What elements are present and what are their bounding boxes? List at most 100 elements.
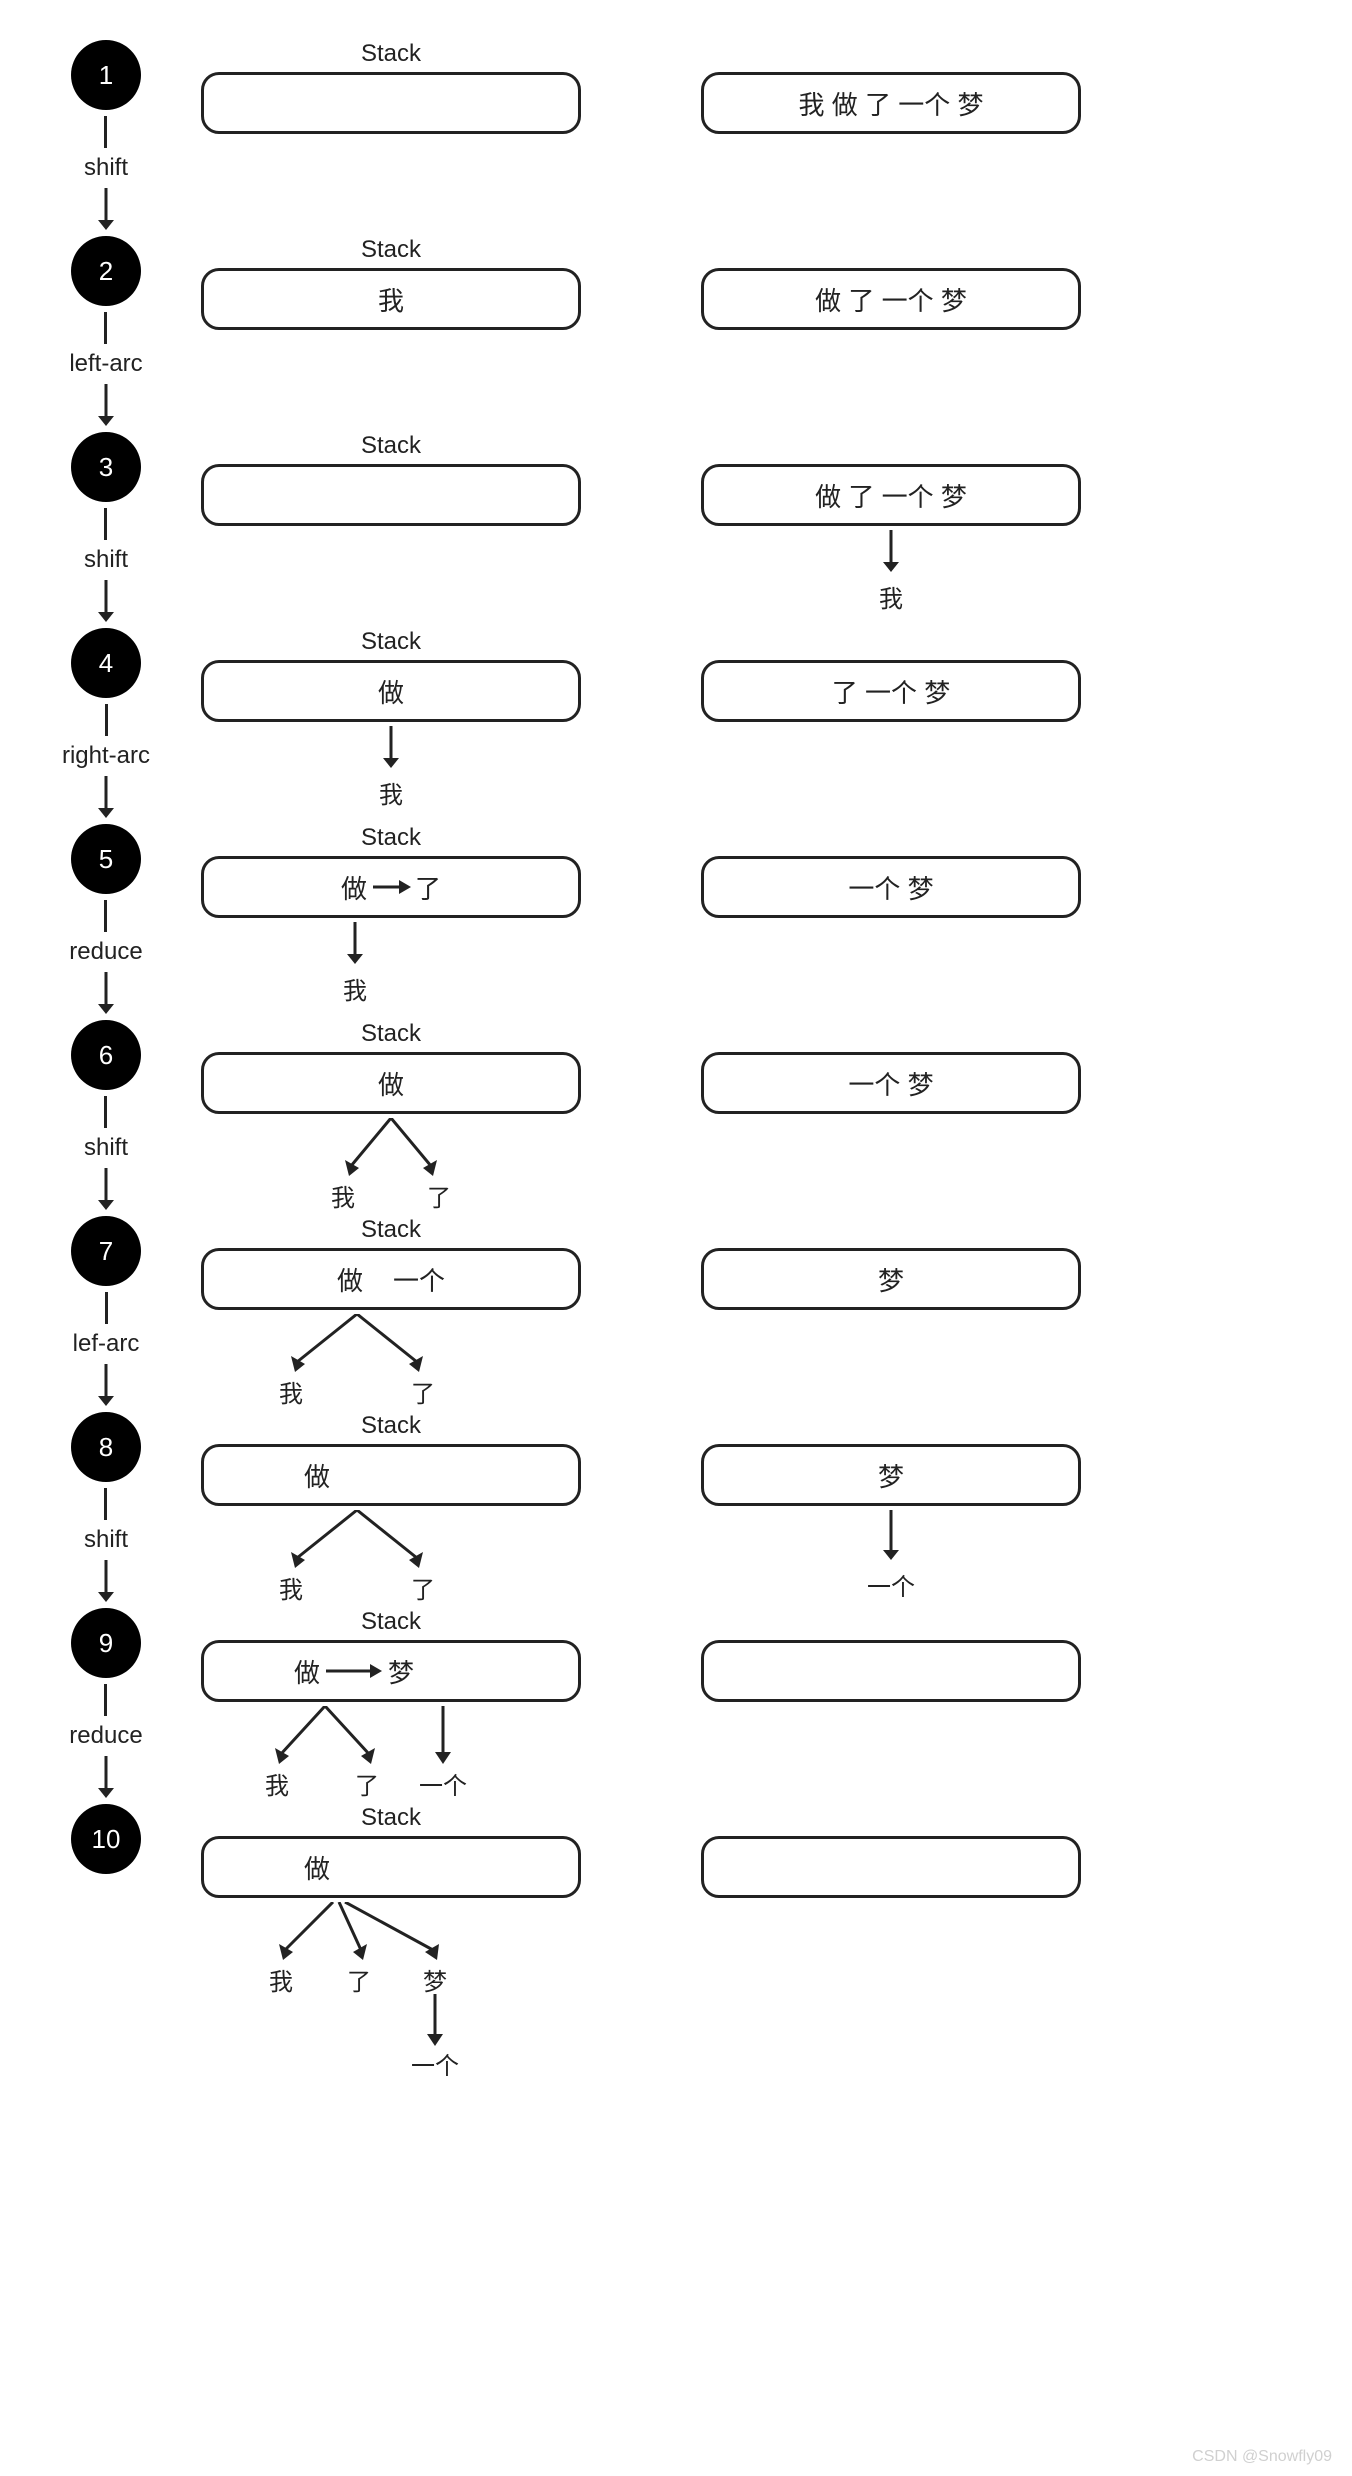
arrow-down-icon	[343, 922, 367, 964]
buffer-text-7: 梦	[878, 1261, 904, 1298]
buffer-box-5: 一个 梦	[701, 856, 1081, 918]
buffer-box-4: 了 一个 梦	[701, 660, 1081, 722]
tree-node-le: 了	[355, 1766, 379, 1801]
chevron-down-icon	[94, 384, 118, 426]
step-circle-6: 6	[71, 1020, 141, 1090]
stack-heading-8: Stack	[361, 1412, 421, 1440]
step-circle-2: 2	[71, 236, 141, 306]
action-label-8: shift	[84, 1526, 128, 1554]
step-row-3: 3 shift Stack 做 了 一个 梦 我	[31, 432, 1321, 628]
step-row-4: 4 right-arc Stack 做 我 了 一个 梦	[31, 628, 1321, 824]
step-circle-5: 5	[71, 824, 141, 894]
stack-box-9: 做 梦	[201, 1640, 581, 1702]
chevron-down-icon	[94, 972, 118, 1014]
stack-heading-3: Stack	[361, 432, 421, 460]
action-label-3: shift	[84, 546, 128, 574]
chevron-down-icon	[94, 776, 118, 818]
buffer-text-5: 一个 梦	[848, 869, 933, 906]
tree-node-wo: 我	[279, 1374, 303, 1409]
tree-arrows-icon	[243, 1902, 523, 1962]
buffer-box-10	[701, 1836, 1081, 1898]
stack-tree-5: 我	[343, 922, 367, 1006]
tree-node-wo: 我	[343, 971, 367, 1006]
tree-node-meng: 梦	[423, 1962, 447, 1997]
parsing-diagram: 1 shift Stack 我 做 了 一个 梦 2 left-arc Sta	[31, 40, 1321, 2078]
arrow-down-icon	[879, 530, 903, 572]
stack-text-10: 做	[304, 1849, 330, 1886]
step-circle-8: 8	[71, 1412, 141, 1482]
tree-node-le: 了	[411, 1374, 435, 1409]
step-connector-5: reduce	[69, 900, 142, 1014]
stack-text-8: 做	[304, 1457, 330, 1494]
step-connector-3: shift	[84, 508, 128, 622]
tree-node-yige: 一个	[419, 1766, 467, 1801]
buffer-text-6: 一个 梦	[848, 1065, 933, 1102]
stack-node-zuo: 做	[337, 1261, 363, 1298]
step-circle-10: 10	[71, 1804, 141, 1874]
step-row-6: 6 shift Stack 做 我 了 一个 梦	[31, 1020, 1321, 1216]
step-connector-6: shift	[84, 1096, 128, 1210]
chevron-down-icon	[94, 1168, 118, 1210]
stack-text-2: 我	[378, 281, 404, 318]
step-row-5: 5 reduce Stack 做 了 我	[31, 824, 1321, 1020]
step-row-8: 8 shift Stack 做 我 了 梦	[31, 1412, 1321, 1608]
action-label-7: lef-arc	[73, 1330, 140, 1358]
stack-node-zuo: 做	[341, 869, 367, 906]
buffer-box-7: 梦	[701, 1248, 1081, 1310]
stack-tree-6: 我 了	[301, 1118, 481, 1213]
watermark-text: CSDN @Snowfly09	[1192, 2448, 1332, 2466]
stack-node-le: 了	[415, 869, 441, 906]
tree-arrows-icon	[247, 1510, 467, 1570]
action-label-1: shift	[84, 154, 128, 182]
step-circle-4: 4	[71, 628, 141, 698]
tree-node-le: 了	[411, 1570, 435, 1605]
step-connector-8: shift	[84, 1488, 128, 1602]
chevron-down-icon	[94, 188, 118, 230]
action-label-9: reduce	[69, 1722, 142, 1750]
step-circle-3: 3	[71, 432, 141, 502]
buffer-text-4: 了 一个 梦	[832, 673, 950, 710]
chevron-down-icon	[94, 580, 118, 622]
chevron-down-icon	[94, 1756, 118, 1798]
tree-node-wo: 我	[269, 1962, 293, 1997]
action-label-6: shift	[84, 1134, 128, 1162]
buffer-box-3: 做 了 一个 梦	[701, 464, 1081, 526]
tree-arrows-icon	[247, 1314, 467, 1374]
stack-heading-4: Stack	[361, 628, 421, 656]
stack-tree-7: 我 了	[247, 1314, 467, 1409]
step-connector-7: lef-arc	[73, 1292, 140, 1406]
arrow-down-icon	[379, 726, 403, 768]
buffer-box-9	[701, 1640, 1081, 1702]
action-label-5: reduce	[69, 938, 142, 966]
tree-node-wo: 我	[879, 579, 903, 614]
stack-box-8: 做	[201, 1444, 581, 1506]
stack-text-6: 做	[378, 1065, 404, 1102]
step-circle-7: 7	[71, 1216, 141, 1286]
arrow-right-icon	[324, 1661, 384, 1681]
tree-arrows-icon	[243, 1706, 523, 1766]
stack-box-1	[201, 72, 581, 134]
stack-heading-9: Stack	[361, 1608, 421, 1636]
stack-node-zuo: 做	[294, 1653, 320, 1690]
action-label-4: right-arc	[62, 742, 150, 770]
tree-node-wo: 我	[331, 1178, 355, 1213]
stack-box-7: 做 一个	[201, 1248, 581, 1310]
step-row-7: 7 lef-arc Stack 做 一个 我	[31, 1216, 1321, 1412]
tree-node-wo: 我	[379, 775, 403, 810]
step-connector-1: shift	[84, 116, 128, 230]
stack-box-10: 做	[201, 1836, 581, 1898]
stack-text-4: 做	[378, 673, 404, 710]
buffer-box-1: 我 做 了 一个 梦	[701, 72, 1081, 134]
step-connector-4: right-arc	[62, 704, 150, 818]
tree-node-le: 了	[427, 1178, 451, 1213]
arrow-right-icon	[371, 877, 411, 897]
arrow-down-icon	[243, 1994, 523, 2046]
tree-node-yige: 一个	[867, 1567, 915, 1602]
stack-heading-10: Stack	[361, 1804, 421, 1832]
step-circle-1: 1	[71, 40, 141, 110]
buffer-text-1: 我 做 了 一个 梦	[799, 85, 984, 122]
stack-tree-4: 我	[379, 726, 403, 810]
stack-node-meng: 梦	[388, 1653, 414, 1690]
stack-heading-2: Stack	[361, 236, 421, 264]
step-row-9: 9 reduce Stack 做 梦	[31, 1608, 1321, 1804]
